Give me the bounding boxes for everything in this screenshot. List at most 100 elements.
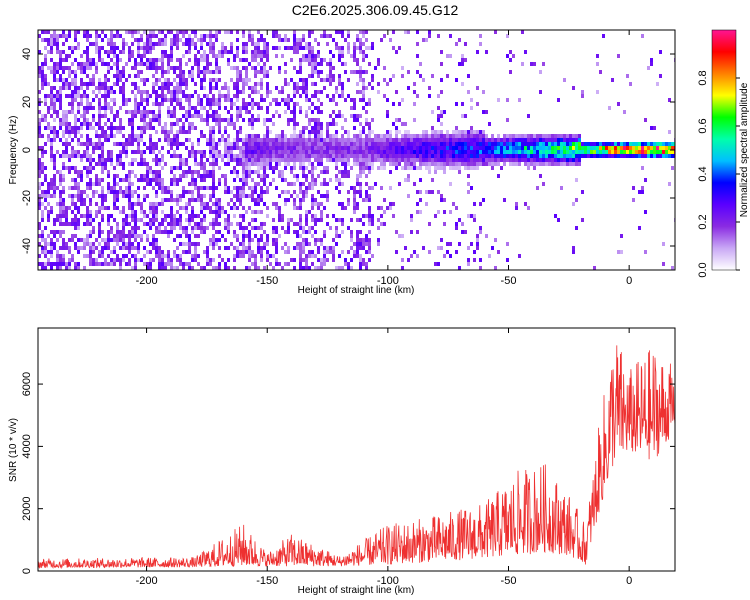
heatmap-cell [542, 150, 545, 154]
heatmap-cell [374, 138, 377, 142]
heatmap-cell [110, 42, 113, 46]
heatmap-cell [533, 166, 536, 170]
heatmap-cell [209, 262, 212, 266]
heatmap-cell [416, 146, 419, 150]
heatmap-cell [473, 138, 476, 142]
heatmap-cell [161, 218, 164, 222]
heatmap-cell [179, 142, 182, 146]
heatmap-cell [398, 102, 401, 106]
heatmap-cell [272, 178, 275, 182]
heatmap-cell [221, 54, 224, 58]
heatmap-cell [401, 146, 404, 150]
heatmap-cell [512, 162, 515, 166]
heatmap-cell [200, 210, 203, 214]
heatmap-cell [215, 238, 218, 242]
heatmap-cell [125, 234, 128, 238]
heatmap-cell [440, 50, 443, 54]
heatmap-cell [179, 218, 182, 222]
heatmap-cell [224, 150, 227, 154]
heatmap-cell [194, 54, 197, 58]
heatmap-cell [209, 150, 212, 154]
heatmap-cell [305, 242, 308, 246]
heatmap-cell [263, 158, 266, 162]
heatmap-cell [113, 262, 116, 266]
heatmap-cell [248, 134, 251, 138]
heatmap-cell [239, 90, 242, 94]
heatmap-cell [365, 158, 368, 162]
heatmap-cell [131, 230, 134, 234]
heatmap-cell [317, 138, 320, 142]
heatmap-cell [80, 158, 83, 162]
heatmap-cell [314, 198, 317, 202]
heatmap-cell [173, 106, 176, 110]
heatmap-cell [167, 54, 170, 58]
heatmap-cell [302, 198, 305, 202]
heatmap-cell [236, 86, 239, 90]
heatmap-cell [137, 38, 140, 42]
heatmap-cell [137, 250, 140, 254]
heatmap-cell [236, 206, 239, 210]
heatmap-cell [266, 214, 269, 218]
heatmap-cell [65, 130, 68, 134]
heatmap-cell [473, 258, 476, 262]
heatmap-cell [185, 250, 188, 254]
heatmap-cell [641, 190, 644, 194]
heatmap-cell [173, 254, 176, 258]
heatmap-cell [458, 166, 461, 170]
heatmap-cell [326, 198, 329, 202]
heatmap-cell [224, 146, 227, 150]
heatmap-cell [77, 126, 80, 130]
heatmap-cell [161, 210, 164, 214]
heatmap-cell [194, 126, 197, 130]
heatmap-cell [164, 162, 167, 166]
heatmap-cell [242, 106, 245, 110]
heatmap-cell [50, 102, 53, 106]
heatmap-cell [455, 250, 458, 254]
heatmap-cell [224, 174, 227, 178]
heatmap-cell [218, 138, 221, 142]
heatmap-cell [110, 238, 113, 242]
heatmap-cell [302, 162, 305, 166]
heatmap-cell [476, 86, 479, 90]
heatmap-cell [62, 246, 65, 250]
heatmap-cell [290, 218, 293, 222]
heatmap-cell [188, 42, 191, 46]
heatmap-cell [413, 154, 416, 158]
heatmap-cell [41, 150, 44, 154]
heatmap-cell [95, 146, 98, 150]
heatmap-cell [335, 158, 338, 162]
heatmap-cell [50, 246, 53, 250]
heatmap-cell [368, 194, 371, 198]
heatmap-cell [44, 194, 47, 198]
heatmap-cell [161, 182, 164, 186]
heatmap-cell [440, 238, 443, 242]
heatmap-cell [209, 258, 212, 262]
heatmap-cell [155, 130, 158, 134]
heatmap-cell [158, 226, 161, 230]
heatmap-cell [641, 186, 644, 190]
heatmap-cell [62, 114, 65, 118]
heatmap-cell [59, 190, 62, 194]
heatmap-cell [44, 114, 47, 118]
heatmap-cell [437, 138, 440, 142]
heatmap-cell [53, 166, 56, 170]
heatmap-cell [113, 50, 116, 54]
heatmap-cell [359, 186, 362, 190]
heatmap-cell [191, 206, 194, 210]
heatmap-cell [236, 138, 239, 142]
heatmap-cell [92, 190, 95, 194]
heatmap-cell [212, 258, 215, 262]
heatmap-cell [74, 78, 77, 82]
heatmap-cell [314, 178, 317, 182]
heatmap-cell [167, 138, 170, 142]
heatmap-cell [365, 70, 368, 74]
heatmap-cell [458, 154, 461, 158]
heatmap-cell [485, 142, 488, 146]
heatmap-cell [53, 94, 56, 98]
heatmap-cell [314, 154, 317, 158]
heatmap-cell [410, 134, 413, 138]
heatmap-cell [107, 138, 110, 142]
heatmap-cell [218, 154, 221, 158]
heatmap-cell [116, 66, 119, 70]
heatmap-cell [149, 182, 152, 186]
